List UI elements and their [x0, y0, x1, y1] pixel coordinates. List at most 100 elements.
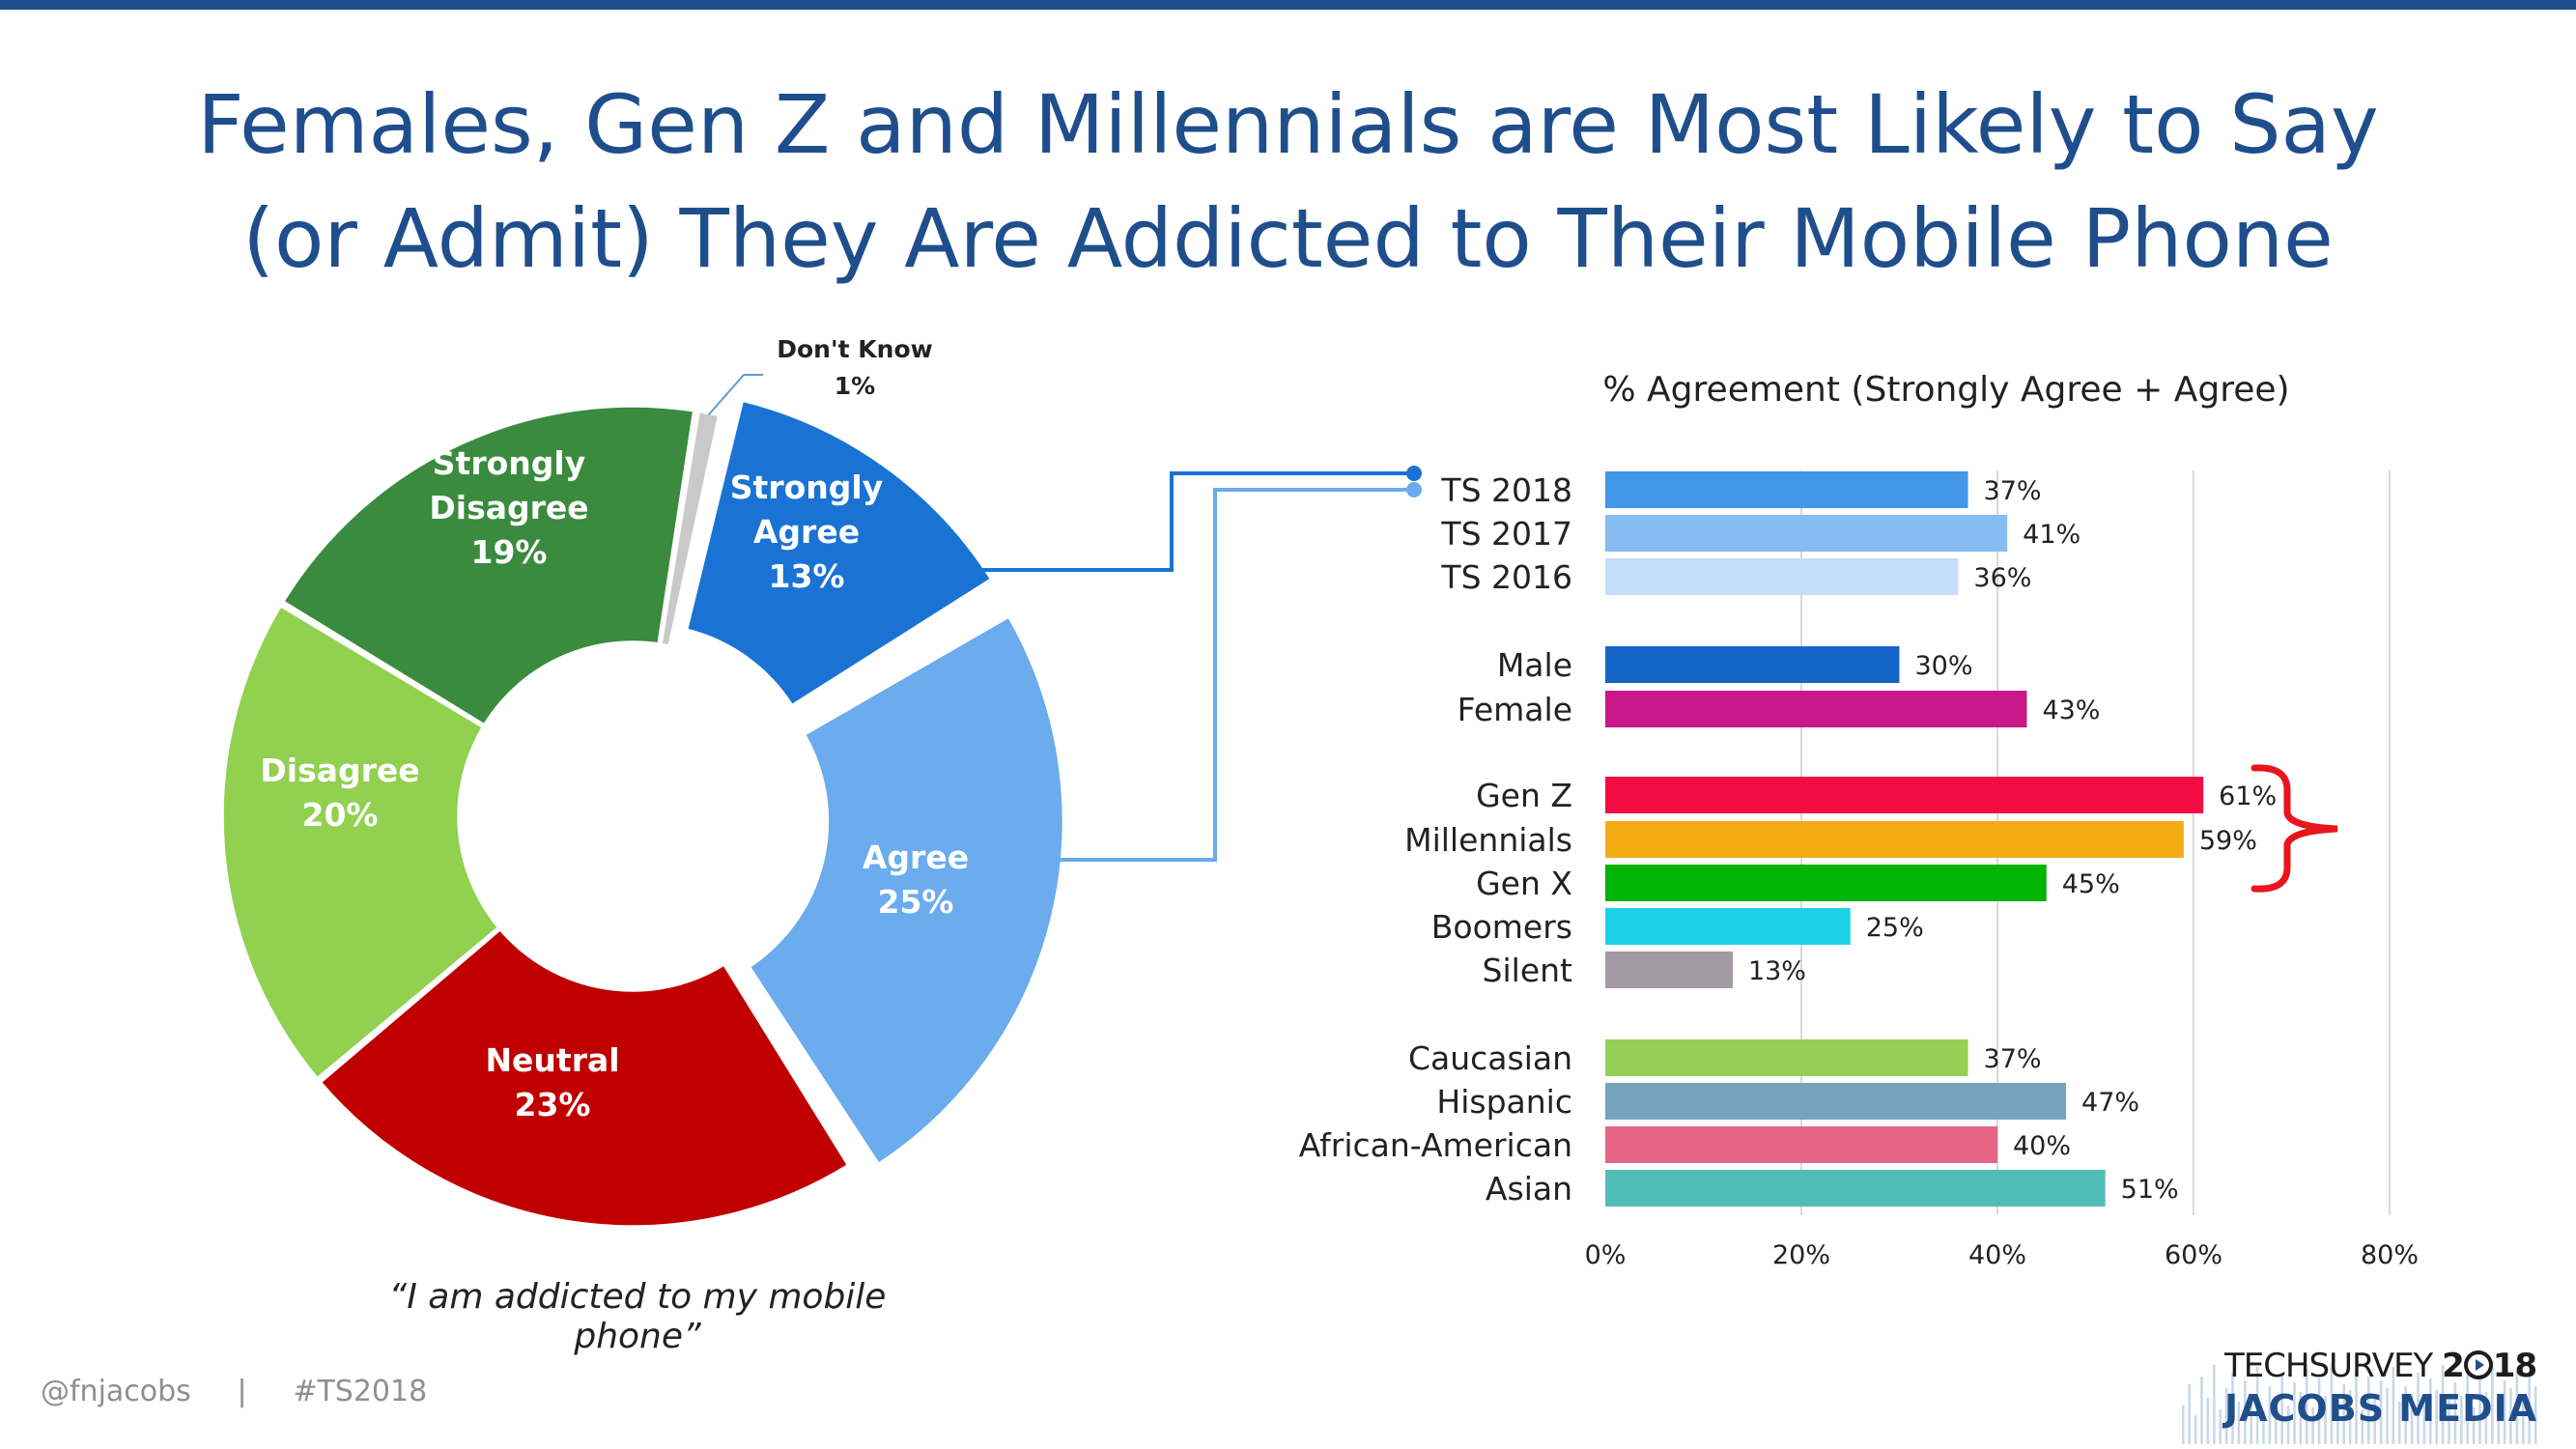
equalizer-bars-icon [2182, 1361, 2537, 1444]
data-label-ts-2016: 36% [1973, 563, 2031, 593]
chart-caption: “I am addicted to my mobile phone” [388, 1277, 887, 1356]
donut-chart: Strongly Agree 13% Agree 25% Neutral 23% Disagr… [220, 335, 1066, 1229]
category-label-caucasian: Caucasian [1408, 1039, 1572, 1077]
logo-bar [2244, 1380, 2247, 1444]
donut-label-dont-know-value: 1% [835, 372, 875, 400]
logo-bar [2422, 1406, 2426, 1444]
logo-bar [2188, 1384, 2191, 1444]
donut-label-strongly-disagree: Strongly Disagree 19% [429, 444, 588, 571]
donut-label-agree-name: Agree [863, 838, 969, 876]
category-label-boomers: Boomers [1431, 908, 1572, 946]
bar-chart-title: % Agreement (Strongly Agree + Agree) [1602, 370, 2289, 410]
logo-bar [2336, 1404, 2339, 1444]
connector-line-agree [1048, 488, 1412, 862]
category-label-gen-x: Gen X [1476, 865, 1572, 902]
footer-social: @fnjacobs | #TS2018 [41, 1375, 427, 1408]
data-label-ts-2018: 37% [1984, 476, 2042, 506]
logo-bar [2503, 1380, 2506, 1444]
logo-bar [2435, 1390, 2438, 1444]
category-label-gen-z: Gen Z [1476, 777, 1572, 814]
donut-label-strongly-disagree-name: Disagree [429, 489, 588, 526]
data-label-male: 30% [1915, 651, 1973, 681]
logo-bar [2286, 1406, 2290, 1444]
data-label-gen-z: 61% [2219, 781, 2277, 811]
logo-bar [2206, 1398, 2210, 1444]
data-label-ts-2017: 41% [2023, 520, 2081, 550]
bar-ts-2016 [1605, 558, 1959, 595]
bar-caucasian [1605, 1039, 1968, 1076]
logo-bar [2448, 1400, 2450, 1444]
data-label-millennials: 59% [2199, 826, 2257, 856]
logo-bar [2330, 1363, 2334, 1444]
slide-title-line-1: Females, Gen Z and Millennials are Most … [197, 77, 2379, 172]
logo-bar [2361, 1409, 2364, 1444]
bar-boomers [1605, 908, 1851, 945]
slide-title: Females, Gen Z and Millennials are Most … [0, 68, 2576, 296]
logo-bar [2182, 1406, 2185, 1444]
dont-know-leader-line [707, 374, 763, 416]
twitter-handle: @fnjacobs [41, 1375, 191, 1408]
bar-millennials [1605, 821, 2184, 858]
donut-slice-strongly-disagree [280, 404, 696, 728]
bar-gen-z [1605, 777, 2204, 813]
bar-hispanic [1605, 1083, 2067, 1120]
logo-bar [2250, 1394, 2252, 1444]
footer-separator: | [237, 1375, 247, 1408]
logo-bar [2429, 1378, 2432, 1444]
logo-bar [2200, 1377, 2203, 1444]
logo-bar [2497, 1404, 2500, 1444]
donut-label-strongly-disagree-value: 19% [471, 533, 548, 571]
logo-bar [2472, 1407, 2476, 1444]
logo-bar [2224, 1388, 2228, 1444]
data-label-african-american: 40% [2013, 1131, 2071, 1161]
donut-label-agree: Agree 25% [863, 838, 969, 921]
logo-jacobs-media-text: JACOBS MEDIA [2224, 1387, 2538, 1430]
donut-label-disagree-value: 20% [302, 796, 379, 834]
hashtag: #TS2018 [293, 1375, 428, 1408]
logo-bar [2460, 1396, 2463, 1444]
connector-dot-agree [1406, 482, 1422, 497]
donut-label-dont-know: Don't Know 1% [777, 335, 932, 400]
category-label-hispanic: Hispanic [1436, 1083, 1572, 1121]
slide-title-line-2: (or Admit) They Are Addicted to Their Mo… [242, 191, 2334, 286]
connector-dot-strongly-agree [1406, 466, 1422, 481]
donut-label-neutral-name: Neutral [485, 1041, 619, 1079]
logo-bar [2280, 1375, 2283, 1444]
logo-bar [2194, 1415, 2197, 1444]
logo-bar [2268, 1386, 2272, 1444]
logo-bar [2534, 1386, 2537, 1444]
logo-bar [2355, 1371, 2358, 1444]
logo-bar [2348, 1390, 2352, 1444]
category-label-silent: Silent [1483, 952, 1573, 989]
logo-bar [2262, 1411, 2265, 1444]
donut-label-agree-value: 25% [878, 883, 954, 921]
logo-bar [2219, 1409, 2222, 1444]
donut-label-strongly-agree-name: Strongly [730, 469, 883, 506]
logo-bar [2478, 1375, 2481, 1444]
donut-slice-neutral [317, 926, 852, 1229]
logo-techsurvey-text: TECHSURVEY [2224, 1347, 2433, 1385]
bar-male [1605, 646, 1900, 683]
highlight-bracket [2250, 764, 2338, 893]
category-label-millennials: Millennials [1404, 821, 1572, 859]
logo-bar [2275, 1400, 2278, 1444]
logo-bar [2491, 1361, 2494, 1444]
data-label-hispanic: 47% [2081, 1088, 2139, 1118]
donut-label-strongly-agree-value: 13% [769, 557, 845, 595]
techsurvey-logo: TECHSURVEY 2 18 JACOBS MEDIA [2178, 1343, 2545, 1444]
bar-ts-2018 [1605, 471, 1968, 508]
donut-label-neutral-value: 23% [515, 1086, 591, 1123]
logo-bar [2453, 1382, 2457, 1444]
bar-african-american [1605, 1126, 1997, 1163]
logo-bar [2528, 1377, 2531, 1444]
category-label-ts-2018: TS 2018 [1440, 471, 1572, 509]
logo-bar [2373, 1398, 2376, 1444]
x-tick-label: 60% [2165, 1240, 2222, 1270]
logo-year-first: 2 [2442, 1347, 2465, 1385]
logo-bar [2484, 1392, 2488, 1444]
top-rule [0, 0, 2576, 10]
x-tick-label: 0% [1585, 1240, 1627, 1270]
data-label-gen-x: 45% [2062, 869, 2120, 899]
data-label-silent: 13% [1748, 956, 1806, 986]
logo-bar [2398, 1402, 2401, 1444]
